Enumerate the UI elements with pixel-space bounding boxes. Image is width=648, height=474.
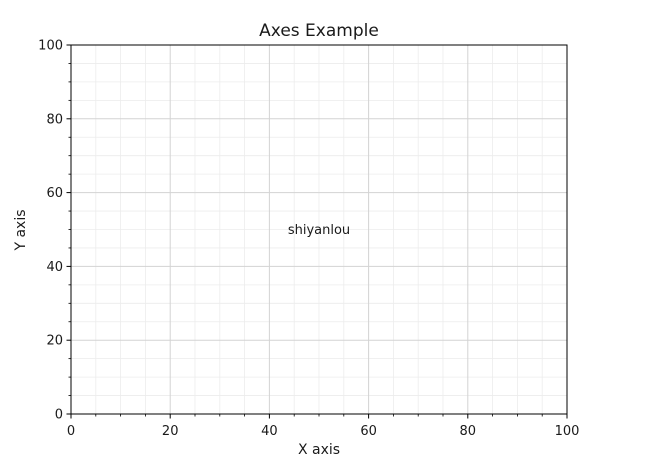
x-tick-label: 100: [555, 424, 580, 439]
annotation-label: shiyanlou: [288, 223, 350, 238]
y-tick-label: 60: [46, 186, 63, 201]
x-axis-label: X axis: [298, 442, 340, 458]
y-tick-label: 0: [55, 408, 63, 423]
chart-title: Axes Example: [259, 21, 379, 41]
y-axis-label: Y axis: [13, 209, 29, 251]
x-tick-label: 80: [460, 424, 477, 439]
axis-ticks: [66, 44, 568, 419]
x-tick-label: 60: [360, 424, 377, 439]
tick-labels: 0 20 40 60 80 100 0 20 40 60 80 100: [38, 39, 579, 440]
y-tick-label: 80: [46, 112, 63, 127]
x-tick-label: 20: [162, 424, 179, 439]
y-tick-label: 100: [38, 39, 63, 54]
x-tick-label: 0: [67, 424, 75, 439]
grid: [71, 45, 567, 414]
y-tick-label: 40: [46, 260, 63, 275]
annotations: shiyanlou: [288, 223, 350, 238]
x-tick-label: 40: [261, 424, 278, 439]
y-tick-label: 20: [46, 334, 63, 349]
